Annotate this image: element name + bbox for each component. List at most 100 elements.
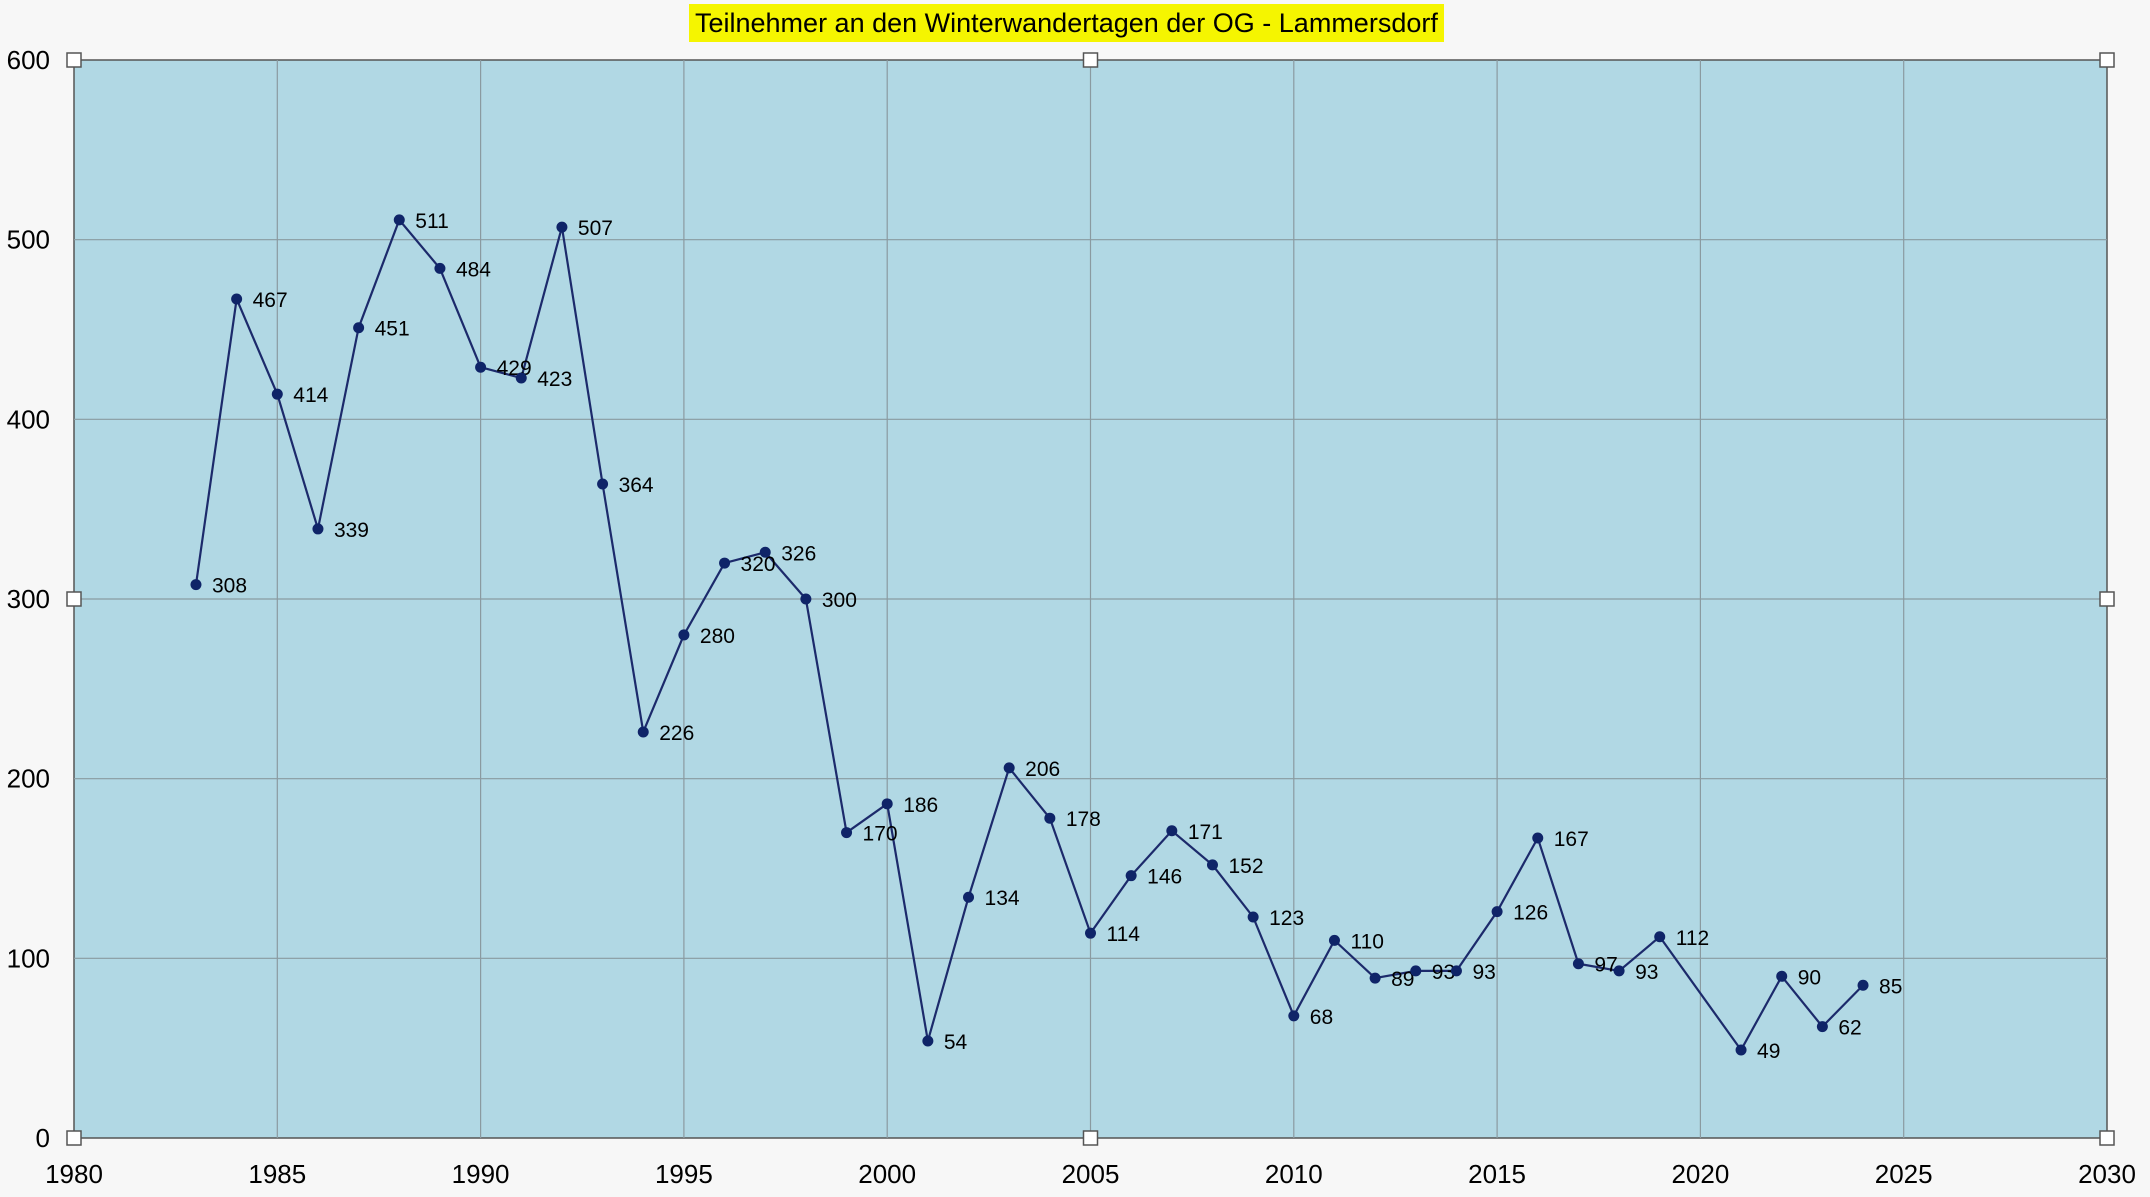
data-label: 110 [1350, 930, 1383, 953]
data-label: 300 [822, 589, 857, 612]
data-point [475, 361, 487, 373]
data-label: 123 [1269, 907, 1304, 930]
data-point [1735, 1044, 1747, 1056]
data-point [1085, 927, 1096, 939]
y-tick-label: 500 [7, 225, 50, 255]
selection-handle [2099, 52, 2115, 68]
data-point [312, 523, 324, 535]
data-point [1369, 972, 1381, 984]
data-point [393, 214, 405, 226]
data-label: 326 [781, 542, 816, 565]
data-label: 68 [1310, 1006, 1333, 1029]
data-label: 85 [1879, 975, 1902, 998]
selection-handle [66, 1130, 82, 1146]
data-point [1816, 1021, 1828, 1033]
x-tick-label: 1995 [655, 1159, 713, 1189]
data-label: 114 [1107, 923, 1141, 946]
data-point [678, 629, 690, 641]
data-label: 93 [1635, 961, 1658, 984]
data-label: 451 [375, 318, 410, 341]
data-point [1410, 965, 1422, 977]
data-point [190, 579, 202, 591]
x-tick-label: 2025 [1875, 1159, 1933, 1189]
x-tick-label: 2005 [1062, 1159, 1120, 1189]
data-point [1857, 979, 1869, 991]
data-point [759, 546, 771, 558]
x-tick-label: 1990 [452, 1159, 510, 1189]
data-label: 511 [415, 210, 448, 233]
data-label: 170 [863, 823, 898, 846]
data-label: 90 [1798, 966, 1821, 989]
x-tick-label: 1980 [45, 1159, 103, 1189]
selection-handle [66, 591, 82, 607]
data-point [1328, 934, 1340, 946]
selection-handle [2099, 591, 2115, 607]
data-point [922, 1035, 934, 1047]
data-point [353, 322, 365, 334]
data-point [719, 557, 731, 569]
data-point [1003, 762, 1015, 774]
chart-title: Teilnehmer an den Winterwandertagen der … [689, 4, 1444, 42]
data-label: 226 [659, 722, 694, 745]
data-point [556, 221, 568, 233]
data-label: 93 [1472, 961, 1495, 984]
data-point [434, 262, 446, 274]
data-point [800, 593, 812, 605]
data-label: 93 [1432, 961, 1455, 984]
data-point [1491, 906, 1503, 918]
data-label: 62 [1838, 1017, 1861, 1040]
selection-handle [1082, 52, 1099, 68]
y-tick-label: 200 [7, 764, 50, 794]
data-label: 339 [334, 519, 369, 542]
y-tick-label: 400 [7, 404, 50, 434]
data-point [231, 293, 243, 305]
data-point [1572, 958, 1584, 970]
data-point [1654, 931, 1666, 943]
data-label: 89 [1391, 968, 1414, 991]
data-label: 134 [985, 887, 1020, 910]
data-point [1247, 911, 1259, 923]
data-label: 280 [700, 625, 735, 648]
x-tick-label: 2010 [1265, 1159, 1323, 1189]
data-label: 97 [1594, 954, 1617, 977]
data-label: 146 [1147, 866, 1182, 889]
data-point [1613, 965, 1625, 977]
y-tick-label: 100 [7, 943, 50, 973]
data-point [1450, 965, 1462, 977]
data-label: 167 [1554, 828, 1589, 851]
x-tick-label: 2020 [1671, 1159, 1729, 1189]
data-label: 171 [1188, 821, 1223, 844]
data-label: 507 [578, 217, 613, 240]
selection-handle [2099, 1130, 2115, 1146]
data-point [1166, 825, 1178, 837]
data-point [1776, 970, 1788, 982]
data-label: 54 [944, 1031, 968, 1054]
y-tick-label: 300 [7, 584, 50, 614]
data-point [963, 891, 975, 903]
data-label: 206 [1025, 758, 1060, 781]
data-point [1532, 832, 1544, 844]
x-tick-label: 1985 [248, 1159, 306, 1189]
y-tick-label: 600 [7, 45, 50, 75]
x-tick-label: 2030 [2078, 1159, 2136, 1189]
selection-handle [1082, 1130, 1099, 1146]
data-point [1125, 870, 1137, 882]
data-point [515, 372, 527, 384]
data-point [881, 798, 893, 810]
data-point [1044, 812, 1056, 824]
data-point [637, 726, 649, 738]
x-tick-label: 2000 [858, 1159, 916, 1189]
data-point [841, 827, 853, 839]
data-label: 484 [456, 258, 491, 281]
data-label: 126 [1513, 902, 1548, 925]
data-label: 423 [537, 368, 572, 391]
data-label: 308 [212, 575, 247, 598]
data-label: 112 [1676, 927, 1709, 950]
data-label: 320 [741, 553, 776, 576]
x-tick-label: 2015 [1468, 1159, 1526, 1189]
selection-handle [66, 52, 82, 68]
data-point [1206, 859, 1218, 871]
data-label: 186 [903, 794, 938, 817]
